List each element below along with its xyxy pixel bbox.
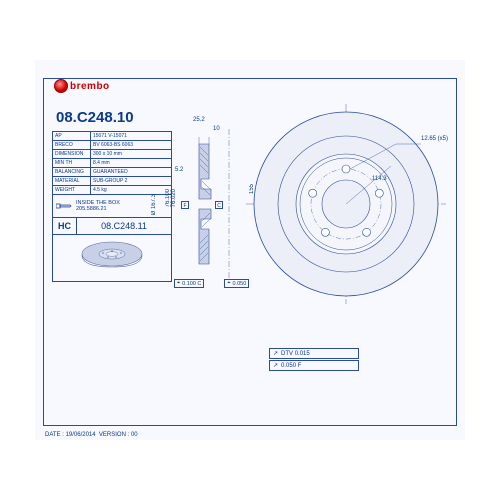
brembo-disc-icon	[54, 79, 68, 93]
spec-key: AP	[53, 132, 91, 140]
front-view: 12.65 (x5) 114.3	[246, 104, 446, 304]
runout-dtv: ↗DTV 0.015	[269, 348, 359, 359]
brand-logo: brembo	[54, 79, 110, 93]
disc-thumbnail	[53, 235, 172, 282]
screw-icon	[55, 197, 73, 215]
spec-value: 8.4 mm	[91, 159, 172, 167]
inside-box-ref: 205.5886.21	[76, 206, 120, 212]
spec-value: 15071 V-15071	[91, 132, 172, 140]
hc-label: HC	[53, 218, 77, 234]
datum-c: C	[215, 201, 223, 209]
datum-f: F	[181, 201, 189, 209]
cross-ref-row: HC 08.C248.11	[53, 218, 172, 235]
dim-10: 10	[213, 126, 220, 132]
tol-left: ⌖0.100 C	[174, 279, 204, 288]
datasheet: brembo 08.C248.10 AP15071 V-15071BRECOBV…	[35, 60, 465, 440]
footer: DATE : 19/06/2014 VERSION : 00	[45, 432, 138, 438]
spec-value: 4.5 kg	[91, 186, 172, 194]
section-view: 25.2 10 5.2 Ø 167.3 76.100 76.020 F C	[179, 129, 239, 269]
spec-row: MATERIALSUB-GROUP 2	[53, 177, 172, 186]
spec-row: BRECOBV 6063-BS 6063	[53, 141, 172, 150]
spec-value: BV 6063-BS 6063	[91, 141, 172, 149]
spec-value: SUB-GROUP 2	[91, 177, 172, 185]
spec-row: AP15071 V-15071	[53, 132, 172, 141]
dim-hole: 12.65 (x5)	[421, 136, 448, 142]
runout-f: ↗0.050 F	[269, 360, 359, 371]
dim-bolt-circle: 114.3	[372, 176, 387, 182]
dim-25-2: 25.2	[193, 117, 205, 123]
spec-key: WEIGHT	[53, 186, 91, 194]
spec-key: BRECO	[53, 141, 91, 149]
runout-callouts: ↗DTV 0.015 ↗0.050 F	[269, 348, 359, 372]
tol-right: ⌖0.050	[224, 279, 249, 288]
dim-hub-inner: 76.100 76.020	[165, 189, 177, 207]
spec-key: MATERIAL	[53, 177, 91, 185]
cross-ref: 08.C248.11	[77, 218, 171, 234]
dim-5-2: 5.2	[175, 167, 183, 173]
spec-value: GUARANTEED	[91, 168, 172, 176]
brand-name: brembo	[70, 81, 110, 92]
spec-key: BALANCING	[53, 168, 91, 176]
spec-key: MIN TH	[53, 159, 91, 167]
spec-row: DIMENSION300 x 10 mm	[53, 150, 172, 159]
technical-drawing: 25.2 10 5.2 Ø 167.3 76.100 76.020 F C 15…	[179, 104, 446, 400]
spec-value: 300 x 10 mm	[91, 150, 172, 158]
spec-row: BALANCINGGUARANTEED	[53, 168, 172, 177]
spec-key: DIMENSION	[53, 150, 91, 158]
part-number: 08.C248.10	[56, 109, 134, 126]
dim-hub-outer: Ø 167.3	[151, 194, 157, 215]
spec-row: MIN TH8.4 mm	[53, 159, 172, 168]
frame: brembo 08.C248.10 AP15071 V-15071BRECOBV…	[43, 78, 457, 426]
